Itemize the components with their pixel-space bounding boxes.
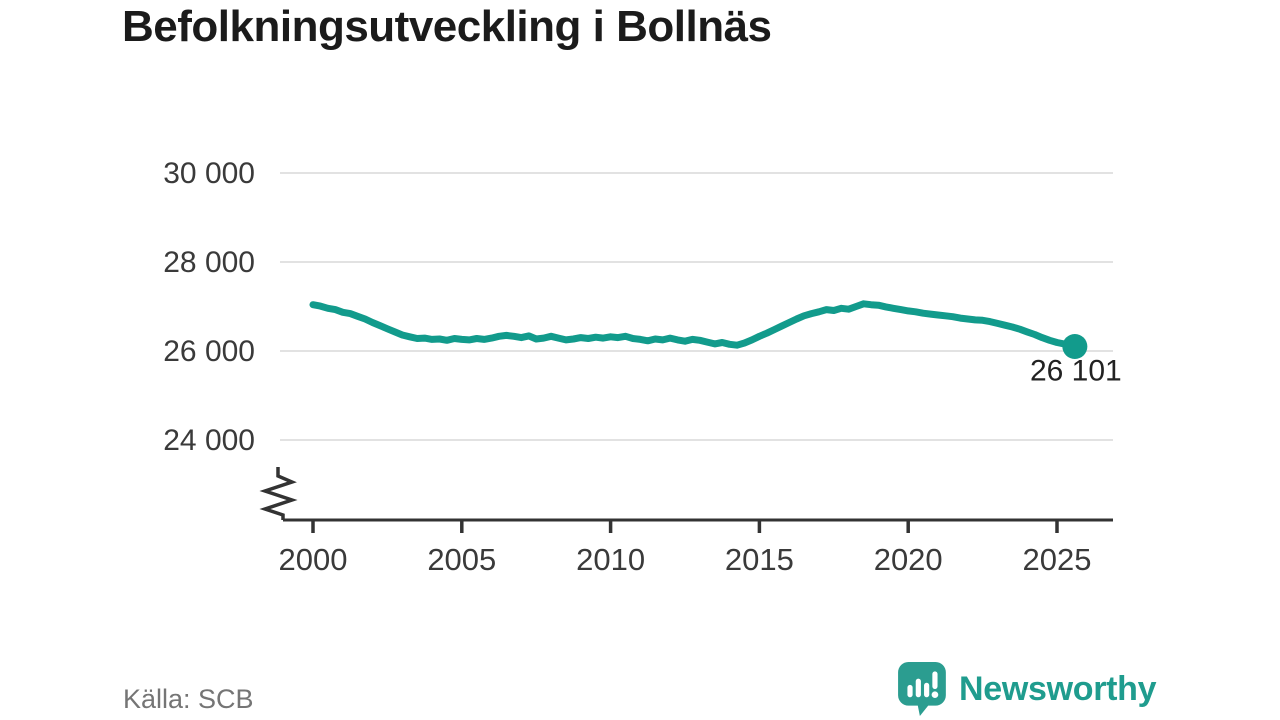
x-axis-tick-label: 2025 bbox=[1023, 542, 1092, 577]
x-axis-tick-label: 2000 bbox=[279, 542, 348, 577]
axis-break-icon bbox=[259, 467, 298, 520]
y-axis-tick-label: 24 000 bbox=[163, 424, 255, 457]
newsworthy-logo-text: Newsworthy bbox=[959, 669, 1157, 708]
page-title: Befolkningsutveckling i Bollnäs bbox=[122, 2, 772, 51]
latest-value-dot bbox=[1062, 334, 1088, 360]
x-axis-tick-label: 2010 bbox=[576, 542, 645, 577]
population-series-line bbox=[309, 300, 1079, 350]
newsworthy-logo-icon bbox=[898, 662, 946, 716]
y-axis-tick-label: 28 000 bbox=[163, 246, 255, 279]
y-axis-tick-label: 26 000 bbox=[163, 335, 255, 368]
latest-value-label: 26 101 bbox=[1030, 355, 1122, 388]
newsworthy-logo: Newsworthy bbox=[898, 662, 1157, 716]
y-axis-tick-label: 30 000 bbox=[163, 157, 255, 190]
x-axis-tick-label: 2015 bbox=[725, 542, 794, 577]
logo-bars bbox=[907, 671, 939, 699]
source-label: Källa: SCB bbox=[123, 684, 254, 714]
x-axis-tick-label: 2005 bbox=[427, 542, 496, 577]
x-axis-tick-label: 2020 bbox=[874, 542, 943, 577]
